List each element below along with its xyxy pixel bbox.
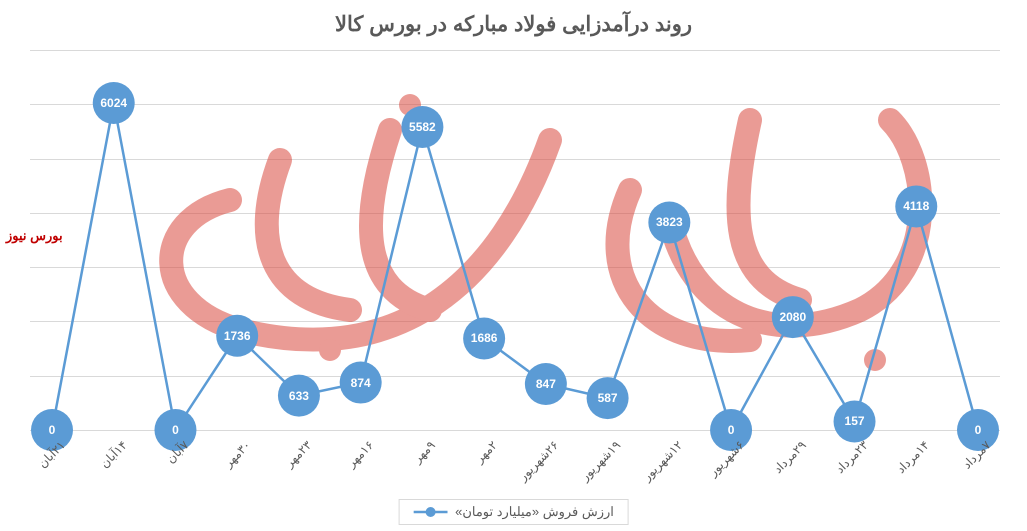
x-axis-label: ۱۴مرداد <box>894 438 932 476</box>
x-axis-label: ۳۰مهر <box>221 438 253 470</box>
x-axis-label: ۱۶مهر <box>344 438 376 470</box>
data-marker <box>525 363 567 405</box>
data-marker <box>278 375 320 417</box>
watermark-small: بورس نیوز <box>6 228 63 244</box>
x-axis-labels: ۷مرداد ۱۴مرداد ۲۳مرداد ۲۹مرداد ۶شهریور ۱۲شهری… <box>30 434 1000 494</box>
data-marker <box>401 106 443 148</box>
data-marker <box>772 296 814 338</box>
data-marker <box>895 185 937 227</box>
data-marker <box>93 82 135 124</box>
x-axis-label: ۲۶شهریور <box>516 438 562 484</box>
x-axis-label: ۲۳مهر <box>283 438 315 470</box>
plot-area: 0411815720800382358784716865582874633173… <box>30 50 1000 430</box>
legend: ارزش فروش «میلیارد تومان» <box>398 499 629 525</box>
x-axis-label: ۲۱آبان <box>35 438 68 471</box>
x-axis-label: ۲۹مرداد <box>771 438 809 476</box>
data-marker <box>216 315 258 357</box>
data-marker <box>587 377 629 419</box>
x-axis-label: ۶شهریور <box>706 438 747 479</box>
chart-title: روند درآمدزایی فولاد مبارکه در بورس کالا <box>0 12 1027 37</box>
legend-marker-icon <box>413 506 447 518</box>
data-marker <box>340 362 382 404</box>
x-axis-label: ۱۴آبان <box>97 438 130 471</box>
legend-label: ارزش فروش «میلیارد تومان» <box>455 504 614 520</box>
data-marker <box>648 201 690 243</box>
x-axis-label: ۷آبان <box>163 438 191 466</box>
x-axis-label: ۹مهر <box>411 438 439 466</box>
line-series <box>30 50 1000 430</box>
x-axis-label: ۲مهر <box>472 438 500 466</box>
data-marker <box>463 317 505 359</box>
x-axis-label: ۷مرداد <box>960 438 994 472</box>
x-axis-label: ۱۲شهریور <box>640 438 686 484</box>
x-axis-label: ۱۹شهریور <box>578 438 624 484</box>
chart-container: روند درآمدزایی فولاد مبارکه در بورس کالا… <box>0 0 1027 531</box>
x-axis-label: ۲۳مرداد <box>832 438 870 476</box>
